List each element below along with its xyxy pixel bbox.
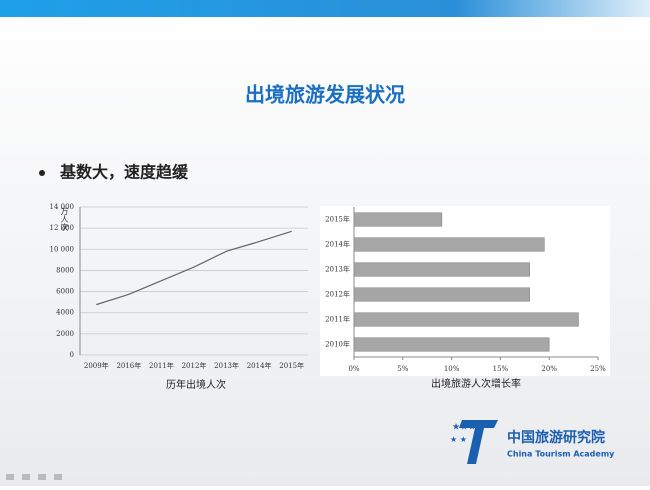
y-tick-label: 2015年 [325,215,350,224]
x-tick-label: 2012年 [182,361,207,370]
x-tick-label: 25% [590,365,606,373]
bar [353,312,579,327]
y-tick-label: 0 [70,351,74,359]
x-tick-label: 2015年 [279,361,304,370]
y-tick-label: 8000 [56,266,74,274]
bar [353,287,530,302]
toolbar-icon[interactable] [38,474,46,480]
logo-stars: ★★★ [452,423,476,433]
bar [353,212,443,227]
bar [353,262,530,277]
logo-stars: ★ ★ [450,435,467,444]
x-tick-label: 2011年 [149,361,174,370]
toolbar-icon[interactable] [6,474,14,480]
logo-english: China Tourism Academy [507,450,615,459]
y-tick-label: 2011年 [325,315,350,324]
bar [353,237,545,252]
toolbar [6,474,62,480]
logo-mark [459,420,498,464]
y-tick-label: 2010年 [325,340,350,349]
x-tick-label: 20% [541,365,557,373]
x-tick-label: 10% [444,365,460,373]
toolbar-icon[interactable] [54,474,62,480]
x-tick-label: 15% [493,365,509,373]
x-tick-label: 2013年 [214,361,239,370]
logo: ★★★ ★ ★ 中国旅游研究院 China Tourism Academy [450,420,615,464]
y-tick-label: 2013年 [325,265,350,274]
bar [353,337,550,352]
bullet-text: 基数大，速度趋缓 [59,163,189,182]
y-tick-label: 2012年 [325,290,350,299]
y-tick-label: 2000 [56,330,74,338]
x-tick-label: 2009年 [84,361,109,370]
slide-title: 出境旅游发展状况 [245,83,405,107]
y-tick-label: 4000 [56,309,74,317]
y-tick-label: 10 000 [50,245,75,253]
x-axis-label: 历年出境人次 [166,378,226,391]
x-axis-label: 出境旅游人次增长率 [431,377,521,390]
x-tick-label: 5% [397,365,408,373]
y-tick-label: 2014年 [325,240,350,249]
top-bar [0,0,650,17]
y-tick-label: 6000 [56,288,74,296]
x-tick-label: 2014年 [247,361,272,370]
toolbar-icon[interactable] [22,474,30,480]
x-tick-label: 0% [348,365,359,373]
bullet-dot [39,170,45,176]
logo-name: 中国旅游研究院 [507,429,605,446]
data-line [96,230,292,306]
y-axis-label: 万人次 [60,207,69,232]
y-tick-label: 12 000 [50,224,75,232]
y-tick-label: 14 000 [50,203,75,211]
x-tick-label: 2016年 [116,361,141,370]
